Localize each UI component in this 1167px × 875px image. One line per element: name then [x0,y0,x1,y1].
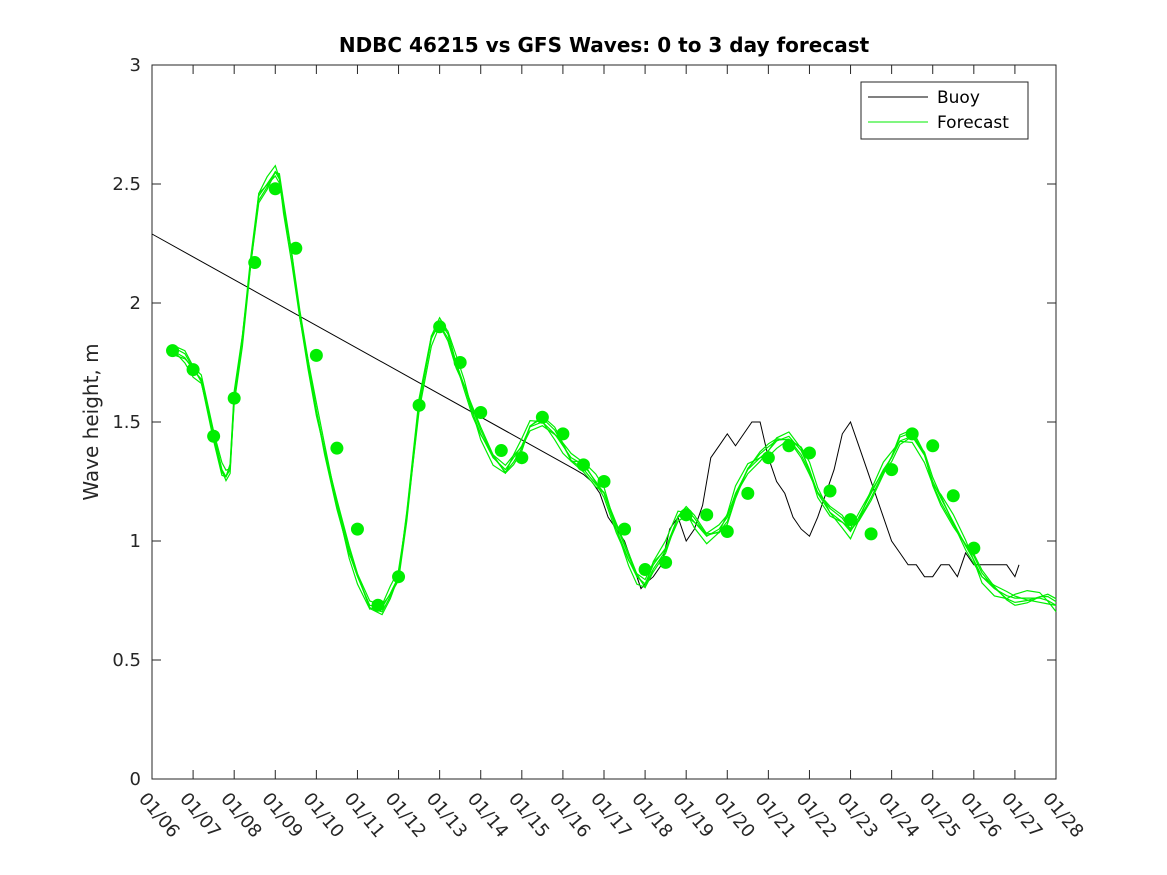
x-tick-label: 01/18 [627,789,676,842]
x-tick-label: 01/19 [668,789,717,842]
y-tick-label: 0.5 [112,650,141,671]
legend-box [860,81,1029,140]
forecast-point [782,439,796,453]
x-tick-label: 01/12 [381,789,430,842]
x-tick-label: 01/08 [216,789,265,842]
x-tick-label: 01/17 [586,789,635,842]
forecast-point [638,563,652,577]
y-axis: 0 0.5 1 1.5 2 2.5 3 [112,55,1056,790]
forecast-point [535,410,549,424]
forecast-point [248,256,262,270]
forecast-point [905,427,919,441]
y-tick-label: 1 [130,531,141,552]
forecast-point [515,451,529,465]
y-tick-label: 2 [130,293,141,314]
forecast-point [967,541,981,555]
x-tick-label: 01/20 [709,789,758,842]
y-axis-label: Wave height, m [79,343,103,500]
x-tick-label: 01/09 [257,789,306,842]
forecast-point [330,441,344,455]
legend-label-buoy: Buoy [937,88,980,108]
forecast-point [720,524,734,538]
x-tick-label: 01/23 [833,789,882,842]
forecast-point [864,527,878,541]
x-tick-label: 01/06 [134,789,183,842]
forecast-point [207,429,221,443]
plot-area [151,64,1057,780]
forecast-point [289,241,303,255]
forecast-point [618,522,632,536]
x-tick-label: 01/27 [997,789,1046,842]
forecast-point [844,513,858,527]
forecast-point [227,391,241,405]
x-tick-label: 01/07 [175,789,224,842]
forecast-point [802,446,816,460]
buoy-line [151,233,1020,590]
x-tick-label: 01/15 [504,789,553,842]
x-tick-label: 01/14 [463,789,512,842]
forecast-point [597,475,611,488]
forecast-point [166,344,180,358]
forecast-point [946,489,960,503]
forecast-point [433,320,447,334]
legend: Buoy Forecast [860,81,1029,140]
forecast-point [350,522,364,536]
y-tick-label: 3 [130,55,141,76]
x-tick-label: 01/28 [1038,789,1087,842]
forecast-point [494,444,508,458]
x-tick-label: 01/21 [751,789,800,842]
forecast-point [453,356,467,369]
x-tick-label: 01/16 [545,789,594,842]
x-tick-label: 01/25 [915,789,964,842]
forecast-point [926,439,940,453]
forecast-point [741,486,755,500]
forecast-point [700,508,714,522]
forecast-point [268,182,282,196]
y-tick-label: 2.5 [112,174,141,195]
forecast-point [885,463,899,477]
forecast-point [186,363,200,377]
x-tick-label: 01/22 [792,789,841,842]
chart-title: NDBC 46215 vs GFS Waves: 0 to 3 day fore… [339,33,870,57]
forecast-point [823,484,837,498]
forecast-point [392,570,406,584]
forecast-point [309,348,323,362]
x-tick-label: 01/24 [874,789,923,842]
forecast-point [679,508,693,522]
x-tick-label: 01/13 [422,789,471,842]
forecast-point [556,427,570,441]
forecast-point [659,555,673,569]
series-layer [151,164,1057,616]
forecast-point [412,398,426,412]
legend-label-forecast: Forecast [937,113,1009,133]
x-tick-label: 01/26 [956,789,1005,842]
forecast-point [474,405,488,419]
x-tick-label: 01/11 [340,789,389,842]
forecast-point [371,598,385,612]
y-tick-label: 0 [130,769,141,790]
forecast-point [576,458,590,472]
forecast-line [172,171,1057,616]
forecast-point [761,451,775,465]
x-tick-label: 01/10 [299,789,348,842]
y-tick-label: 1.5 [112,412,141,433]
